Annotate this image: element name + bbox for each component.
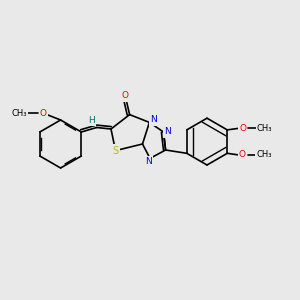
Text: N: N [145,158,152,166]
Text: CH₃: CH₃ [257,124,272,133]
Text: O: O [122,92,129,100]
Text: O: O [239,150,246,159]
Text: CH₃: CH₃ [11,109,27,118]
Text: H: H [88,116,94,125]
Text: O: O [239,124,246,133]
Text: S: S [112,146,118,156]
Text: N: N [164,128,171,136]
Text: CH₃: CH₃ [256,150,272,159]
Text: N: N [150,116,157,124]
Text: O: O [40,109,47,118]
